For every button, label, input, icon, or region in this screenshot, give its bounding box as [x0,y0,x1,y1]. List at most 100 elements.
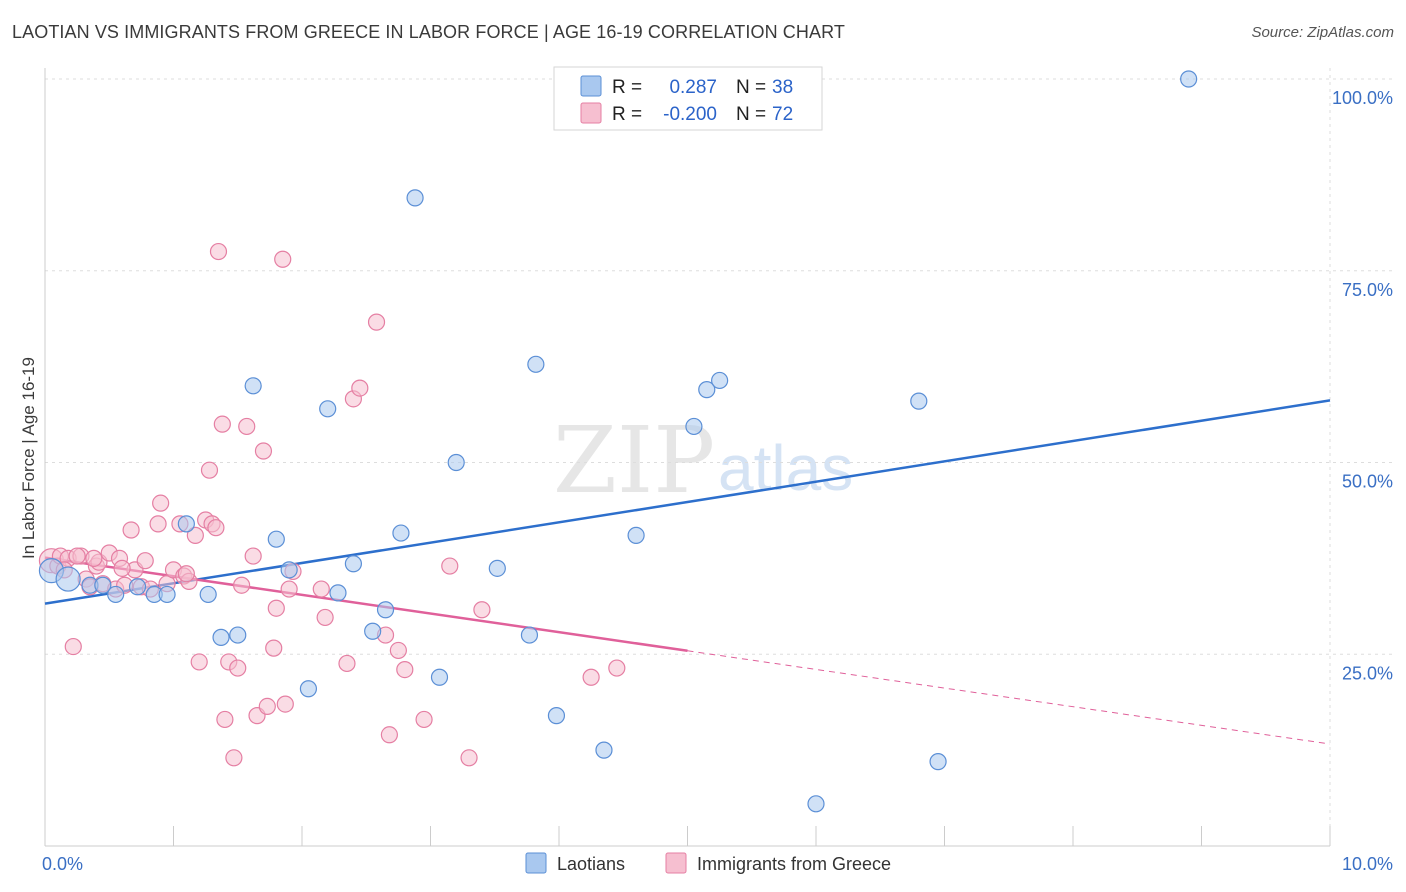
greece-point-37 [229,659,247,677]
greece-point-42 [254,442,273,460]
laotians-point-26 [520,626,539,644]
greece-point-18 [136,552,154,570]
laotians-point-32 [698,381,716,399]
laotians-point-35 [910,392,928,410]
greece-point-47 [276,695,294,713]
laotians-point-8 [177,515,195,533]
greece-point-45 [267,599,285,617]
laotians-point-10 [212,628,230,646]
laotians-point-4 [107,585,125,604]
laotians-point-28 [547,707,566,725]
greece-point-57 [380,726,398,744]
laotians-point-5 [128,578,147,596]
greece-point-15 [122,521,140,539]
legend-r-value-2: -0.200 [663,104,717,125]
series-legend-greece: Immigrants from Greece [697,854,891,874]
legend-n-value-2: 72 [772,104,793,125]
greece-point-32 [207,519,225,537]
tick-labels: 25.0% 50.0% 75.0% 100.0% 0.0% 10.0% [42,88,1393,874]
greece-point-34 [216,710,234,729]
laotians-point-16 [319,400,337,418]
greece-point-43 [258,697,276,716]
laotians-point-19 [364,622,382,640]
y-tick-label-25: 25.0% [1342,663,1393,683]
laotians-point-30 [627,526,645,544]
greece-point-39 [238,417,256,436]
greece-point-27 [186,526,204,544]
greece-point-48 [280,580,298,598]
greece-point-20 [149,515,167,533]
greece-point-36 [225,749,243,767]
laotians-point-27 [527,355,545,373]
greece-point-60 [415,710,433,729]
stats-legend: R = 0.287 N = 38 R = -0.200 N = 72 [553,66,823,131]
legend-swatch-greece [580,102,602,124]
legend-n-label-1: N = [736,77,766,98]
greece-point-44 [265,639,283,657]
greece-trend-line-dashed [687,650,1331,745]
laotians-point-23 [430,668,449,686]
legend-r-value-1: 0.287 [669,77,717,98]
chart-title: LAOTIAN VS IMMIGRANTS FROM GREECE IN LAB… [12,22,845,42]
laotians-point-9 [199,585,217,604]
greece-point-50 [312,580,330,598]
greece-point-30 [200,461,219,479]
laotians-point-34 [807,795,825,813]
series-legend-laotians: Laotians [557,854,625,874]
greece-point-61 [441,557,459,575]
y-tick-label-100: 100.0% [1332,88,1393,108]
greece-point-64 [582,668,600,686]
laotians-point-3 [94,576,112,594]
greece-point-21 [152,494,170,512]
greece-point-62 [460,749,478,767]
greece-point-54 [351,379,369,397]
laotians-point-7 [158,585,176,604]
greece-point-52 [338,654,356,673]
laotians-point-29 [595,741,613,759]
series-legend: Laotians Immigrants from Greece [525,852,891,874]
data-points [38,70,1198,813]
legend-swatch-laotians [580,75,602,97]
legend-r-label-1: R = [612,77,642,98]
greece-point-70 [68,547,86,565]
laotians-point-18 [344,555,362,573]
legend-n-value-1: 38 [772,77,793,98]
greece-point-33 [213,415,231,433]
x-tick-label-max: 10.0% [1342,854,1393,874]
series-legend-swatch-greece [665,852,687,874]
laotians-point-12 [244,377,262,395]
laotians-point-20 [376,601,395,619]
series-legend-swatch-laotians [525,852,547,874]
greece-point-68 [85,549,103,567]
laotians-trend-line [44,399,1331,605]
greece-trend-line-solid [44,556,688,653]
greece-point-28 [190,653,208,671]
source-credit: Source: ZipAtlas.com [1251,24,1394,41]
y-axis-label: In Labor Force | Age 16-19 [19,357,38,559]
greece-point-38 [233,576,251,594]
greece-point-58 [389,641,407,660]
laotians-point-15 [299,680,318,698]
trend-lines [44,399,1331,745]
laotians-point-24 [447,453,465,472]
y-tick-label-75: 75.0% [1342,280,1393,300]
greece-point-55 [367,313,386,331]
laotians-point-11 [229,626,247,644]
laotians-point-21 [392,524,410,542]
greece-point-65 [608,659,626,677]
laotians-point-37 [1180,70,1198,88]
laotians-point-36 [929,753,947,771]
greece-point-46 [274,250,292,268]
axes [44,68,1331,847]
laotians-point-1 [55,566,81,592]
watermark-atlas: atlas [718,432,853,504]
laotians-point-25 [488,559,506,577]
greece-point-63 [473,601,491,619]
greece-point-51 [316,608,334,627]
laotians-point-22 [406,189,424,207]
laotians-point-13 [267,530,285,548]
laotians-point-31 [685,417,703,436]
greece-point-40 [244,547,262,565]
laotians-point-17 [329,584,347,602]
